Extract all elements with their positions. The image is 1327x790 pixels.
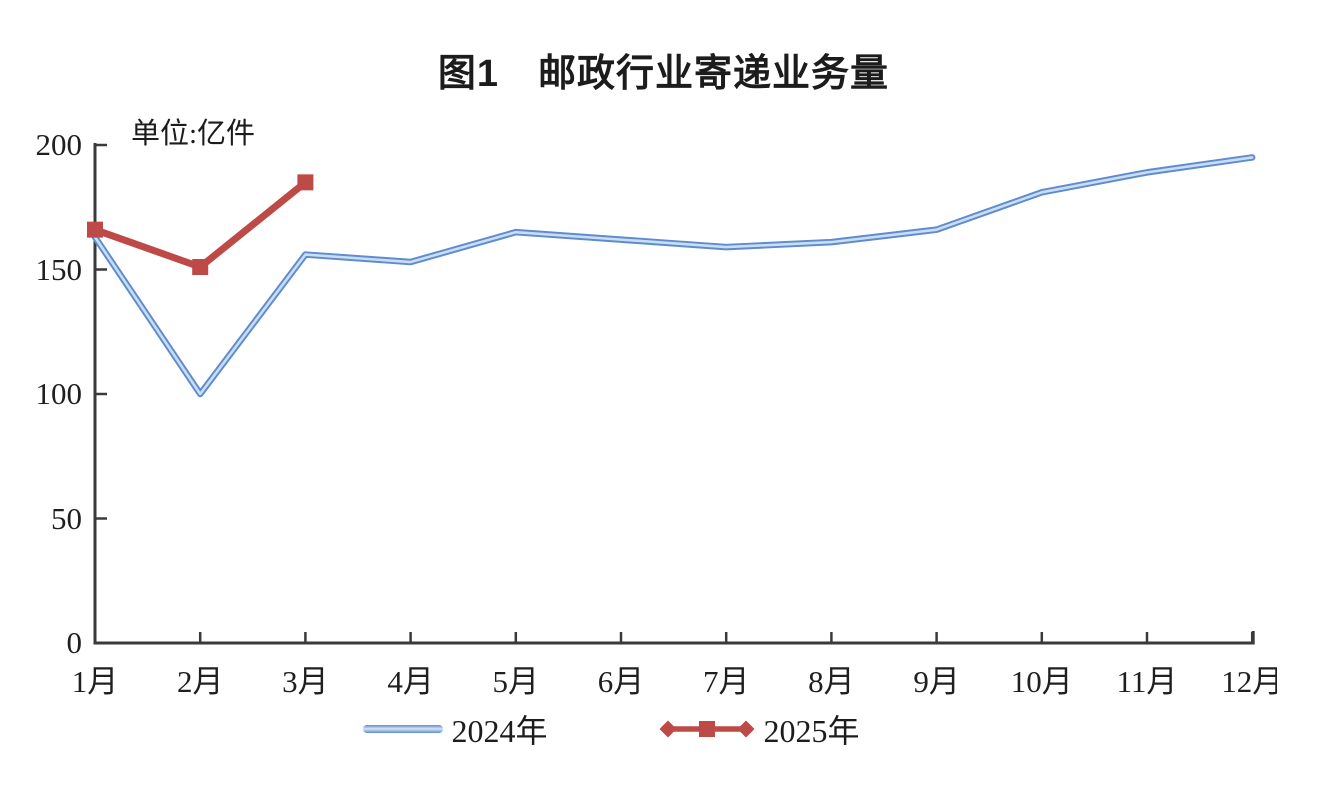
legend: 2024年 2025年 [0, 706, 1275, 752]
legend-line-swatch-2025-icon [659, 720, 754, 738]
x-tick-label: 4月 [387, 664, 434, 699]
x-tick-label: 10月 [1010, 664, 1073, 699]
legend-item-2025: 2025年 [658, 706, 860, 752]
x-tick-label: 8月 [808, 664, 855, 699]
unit-label: 单位:亿件 [131, 118, 256, 150]
y-tick-label: 50 [51, 500, 82, 536]
x-tick-label: 12月 [1221, 664, 1277, 699]
x-tick-label: 5月 [492, 664, 540, 699]
series-line-2024 [91, 154, 1256, 398]
x-tick-label: 3月 [282, 664, 329, 699]
series-marker-2025 [192, 259, 209, 276]
y-tick-label: 150 [35, 251, 83, 287]
axes [93, 143, 1255, 645]
x-axis-labels: 1月 2月 3月 4月 5月 6月 7月 8月 9月 10月 11月 12月 [0, 652, 1277, 702]
legend-label-2025: 2025年 [763, 713, 860, 749]
legend-line-swatch-2024-icon [363, 725, 444, 733]
series-line-2025 [93, 179, 308, 271]
legend-item-2024: 2024年 [363, 706, 548, 752]
x-tick-label: 7月 [702, 664, 750, 699]
series-line-2024-highlight [93, 156, 1254, 396]
chart-title: 图1 邮政行业寄递业务量 [437, 53, 890, 95]
y-tick-label: 200 [35, 127, 83, 162]
y-tick-label: 0 [66, 625, 83, 660]
series-marker-2025 [297, 174, 314, 191]
y-tick-label: 100 [35, 376, 83, 411]
x-tick-label: 9月 [913, 664, 960, 699]
x-tick-label: 6月 [597, 664, 645, 699]
legend-label-2024: 2024年 [451, 713, 548, 749]
x-tick-label: 11月 [1116, 664, 1178, 699]
x-tick-label: 1月 [71, 664, 119, 699]
series-marker-2025 [87, 221, 103, 238]
x-tick-label: 2月 [176, 664, 224, 699]
